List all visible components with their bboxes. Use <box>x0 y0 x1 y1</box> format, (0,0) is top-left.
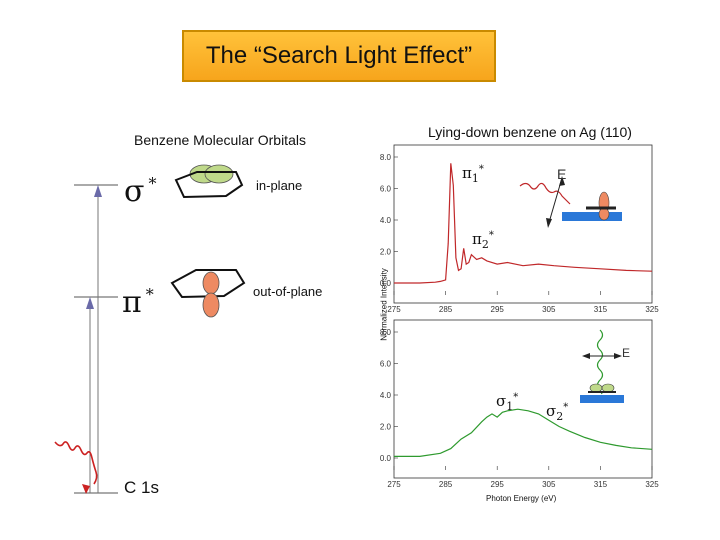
top-ytick-label: 8.0 <box>380 153 392 162</box>
arrowhead-sigma-star <box>94 185 102 197</box>
pi-star-symbol: π * <box>122 285 154 320</box>
peak-pi1-label: π1* <box>462 164 484 185</box>
top-xtick-label: 315 <box>594 305 608 314</box>
sigma-symbol: σ <box>124 174 145 209</box>
pi-star-mark: * <box>145 285 154 304</box>
pi1-star: * <box>478 164 484 175</box>
bottom-xtick-label: 325 <box>645 480 659 489</box>
sigma1-star: * <box>513 392 519 403</box>
bottom-xtick-label: 275 <box>387 480 401 489</box>
pi1-symbol: π <box>462 164 472 182</box>
arrowhead-pi-star <box>86 297 94 309</box>
sigma1-sub: 1 <box>506 400 514 413</box>
photon-arrowhead <box>82 484 90 494</box>
pi2-symbol: π <box>472 230 482 248</box>
sigma2-star: * <box>563 402 569 413</box>
bottom-series-line <box>394 408 653 457</box>
spectra-heading: Lying-down benzene on Ag (110) <box>428 124 632 140</box>
peak-pi2-label: π2* <box>472 230 494 251</box>
pi1-sub: 1 <box>471 172 479 185</box>
bottom-ytick-label: 0.0 <box>380 454 392 463</box>
bottom-xtick-label: 305 <box>542 480 556 489</box>
sigma-star-mark: * <box>148 174 157 193</box>
peak-sigma2-label: σ2* <box>546 402 568 423</box>
bottom-ytick-label: 4.0 <box>380 391 392 400</box>
c1s-label: C 1s <box>124 478 159 497</box>
in-plane-orbital-icon <box>174 164 244 199</box>
x-axis-label: Photon Energy (eV) <box>486 494 557 503</box>
pi-symbol: π <box>122 285 142 320</box>
top-ytick-label: 6.0 <box>380 185 392 194</box>
top-xtick-label: 275 <box>387 305 401 314</box>
pi2-star: * <box>488 230 494 241</box>
sigma-star-symbol: σ * <box>124 174 156 209</box>
top-ytick-label: 2.0 <box>380 248 392 257</box>
top-xtick-label: 305 <box>542 305 556 314</box>
sigma2-sub: 2 <box>556 410 564 423</box>
top-e-vector-label: E <box>557 166 567 182</box>
orbitals-heading: Benzene Molecular Orbitals <box>134 132 306 148</box>
bottom-xtick-label: 315 <box>594 480 608 489</box>
top-geometry-inset <box>519 176 622 228</box>
bottom-plot-frame <box>393 319 653 479</box>
top-xtick-label: 295 <box>491 305 505 314</box>
wavy-photon <box>54 441 98 485</box>
out-of-plane-orbital-icon <box>170 269 246 318</box>
top-xtick-label: 285 <box>439 305 453 314</box>
bottom-e-vector-label: E <box>622 346 631 360</box>
bottom-xtick-label: 295 <box>491 480 505 489</box>
top-ytick-label: 0.0 <box>380 279 392 288</box>
in-plane-label: in-plane <box>256 178 303 193</box>
bottom-plot-ticks: 0.0 2.0 4.0 6.0 8.0 275 285 295 305 315 325 <box>380 328 659 489</box>
bottom-ytick-label: 2.0 <box>380 423 392 432</box>
slide-title: The “Search Light Effect” <box>182 30 496 82</box>
top-series-line <box>394 163 653 284</box>
top-plot-ticks: 0.0 2.0 4.0 6.0 8.0 275 285 295 305 315 325 <box>380 153 659 314</box>
bottom-ytick-label: 6.0 <box>380 360 392 369</box>
bottom-ytick-label: 8.0 <box>380 328 392 337</box>
pi2-sub: 2 <box>481 238 489 251</box>
top-plot-frame <box>393 144 653 304</box>
bottom-xtick-label: 285 <box>439 480 453 489</box>
out-of-plane-label: out-of-plane <box>253 284 323 299</box>
top-xtick-label: 325 <box>645 305 659 314</box>
top-ytick-label: 4.0 <box>380 216 392 225</box>
bottom-geometry-inset <box>580 329 624 403</box>
sigma1-symbol: σ <box>496 392 507 410</box>
peak-sigma1-label: σ1* <box>496 392 518 413</box>
sigma2-symbol: σ <box>546 402 557 420</box>
